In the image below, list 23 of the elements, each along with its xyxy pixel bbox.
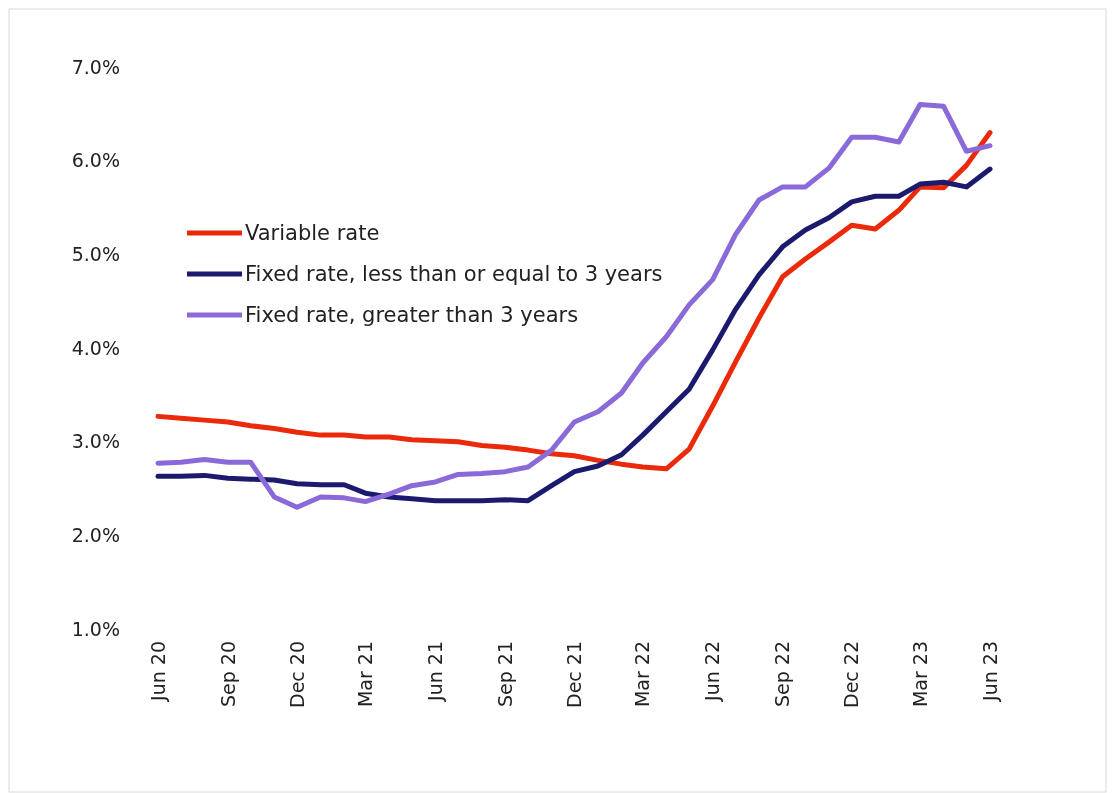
y-tick-label: 5.0% (71, 242, 120, 265)
x-tick-label: Mar 22 (631, 641, 654, 708)
x-tick-label: Mar 23 (908, 641, 931, 708)
x-tick-label: Jun 22 (701, 641, 724, 702)
y-tick-label: 6.0% (71, 149, 120, 172)
y-tick-label: 1.0% (71, 617, 120, 640)
x-tick-label: Mar 21 (354, 641, 377, 708)
legend-label: Fixed rate, greater than 3 years (245, 303, 579, 328)
x-tick-label: Jun 23 (978, 641, 1001, 702)
x-tick-label: Dec 21 (563, 641, 586, 708)
x-tick-label: Sep 22 (771, 641, 794, 708)
x-tick-label: Sep 20 (216, 641, 239, 708)
y-tick-label: 7.0% (71, 55, 120, 78)
x-tick-label: Dec 22 (840, 641, 863, 708)
x-tick-label: Sep 21 (493, 641, 516, 708)
y-tick-label: 3.0% (71, 430, 120, 453)
y-tick-label: 2.0% (71, 523, 120, 546)
x-tick-label: Jun 21 (423, 641, 446, 702)
legend-label: Fixed rate, less than or equal to 3 years (245, 262, 663, 287)
legend-label: Variable rate (245, 221, 380, 246)
x-tick-label: Jun 20 (146, 641, 169, 702)
y-tick-label: 4.0% (71, 336, 120, 359)
x-tick-label: Dec 20 (285, 641, 308, 708)
